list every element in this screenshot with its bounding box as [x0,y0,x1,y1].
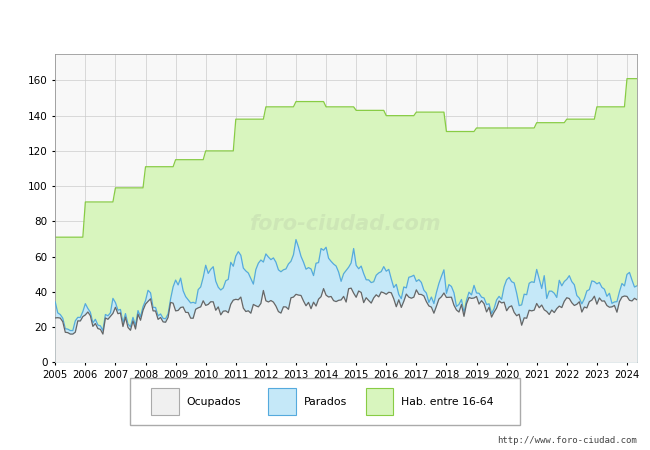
Bar [268,388,296,415]
Bar [366,388,393,415]
Text: Parados: Parados [304,396,347,407]
Text: foro-ciudad.com: foro-ciudad.com [250,214,442,234]
Text: Hab. entre 16-64: Hab. entre 16-64 [401,396,493,407]
Text: Roda de Eresma - Evolucion de la poblacion en edad de Trabajar Mayo de 2024: Roda de Eresma - Evolucion de la poblaci… [72,17,578,30]
FancyBboxPatch shape [130,378,520,425]
Text: http://www.foro-ciudad.com: http://www.foro-ciudad.com [497,436,637,445]
Text: Ocupados: Ocupados [187,396,241,407]
Bar [151,388,179,415]
